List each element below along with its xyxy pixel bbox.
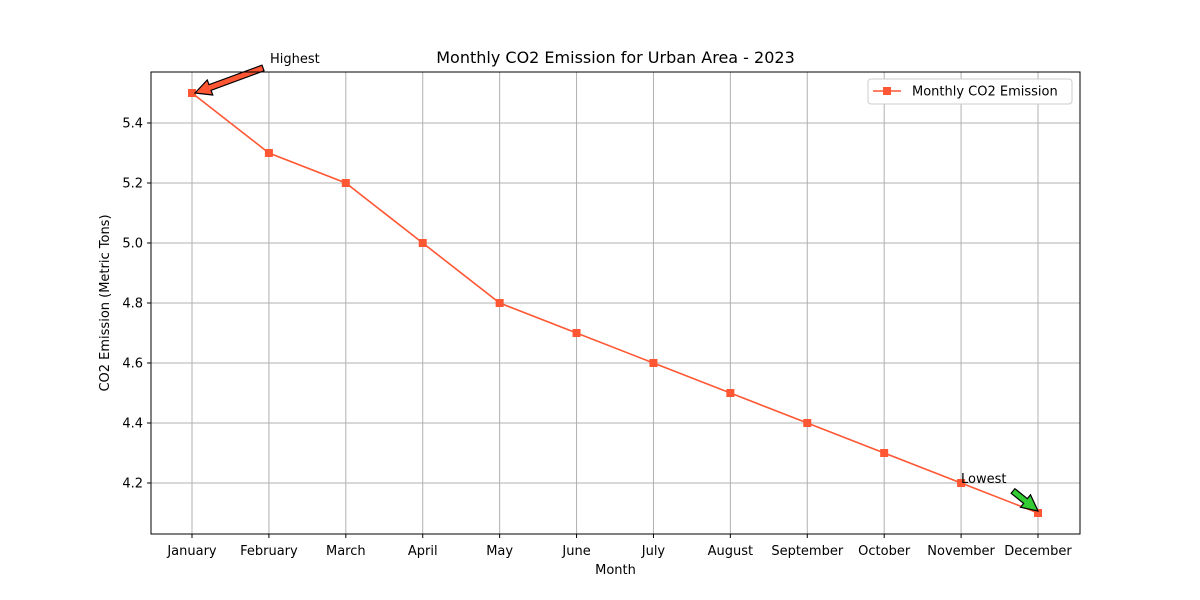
x-tick-label: December <box>1004 544 1072 559</box>
annotations: Highest Lowest <box>193 52 1040 512</box>
lowest-arrow <box>1010 487 1040 512</box>
x-tick-label: November <box>927 544 995 559</box>
y-tick-label: 4.4 <box>122 417 143 432</box>
data-point-marker <box>495 299 504 307</box>
y-axis-label: CO2 Emission (Metric Tons) <box>98 214 113 391</box>
series-line <box>191 92 1039 514</box>
legend: Monthly CO2 Emission <box>867 78 1073 105</box>
x-tick-label: June <box>561 544 590 559</box>
chart-title: Monthly CO2 Emission for Urban Area - 20… <box>436 48 795 67</box>
x-tick-label: September <box>771 544 844 559</box>
y-tick-label: 5.2 <box>122 177 143 192</box>
grid <box>151 72 1080 534</box>
y-tick-label: 4.6 <box>122 357 143 372</box>
data-point-marker <box>803 419 812 427</box>
data-point-marker <box>726 389 735 397</box>
x-axis-ticks: January February March April May June July Augu… <box>166 534 1072 559</box>
x-tick-label: May <box>486 544 513 559</box>
x-tick-label: March <box>326 544 366 559</box>
y-axis-ticks: 4.2 4.4 4.6 4.8 5.0 5.2 5.4 <box>122 117 151 492</box>
x-tick-label: April <box>408 544 438 559</box>
x-axis-label: Month <box>595 563 636 578</box>
highest-annotation-label: Highest <box>270 52 320 67</box>
data-point-marker <box>880 449 889 457</box>
y-tick-label: 4.2 <box>122 477 143 492</box>
data-point-marker <box>418 239 427 247</box>
x-tick-label: February <box>240 544 298 559</box>
y-tick-label: 4.8 <box>122 297 143 312</box>
data-point-marker <box>188 89 196 97</box>
data-point-marker <box>957 479 966 487</box>
data-point-marker <box>1034 509 1042 517</box>
data-point-marker <box>649 359 658 367</box>
data-point-marker <box>264 149 273 157</box>
series-line-layer <box>191 92 1039 514</box>
lowest-annotation-label: Lowest <box>961 472 1006 487</box>
legend-label: Monthly CO2 Emission <box>912 85 1058 100</box>
y-tick-label: 5.4 <box>122 117 143 132</box>
x-tick-label: October <box>858 544 911 559</box>
x-tick-label: July <box>641 544 666 559</box>
y-tick-label: 5.0 <box>122 237 143 252</box>
highest-arrow <box>193 64 265 96</box>
x-tick-label: August <box>708 544 754 559</box>
legend-marker-swatch <box>883 87 891 95</box>
legend-box <box>867 78 1073 105</box>
data-point-marker <box>341 179 350 187</box>
series-markers <box>188 89 1042 517</box>
data-point-marker <box>572 329 581 337</box>
x-tick-label: January <box>166 544 217 559</box>
